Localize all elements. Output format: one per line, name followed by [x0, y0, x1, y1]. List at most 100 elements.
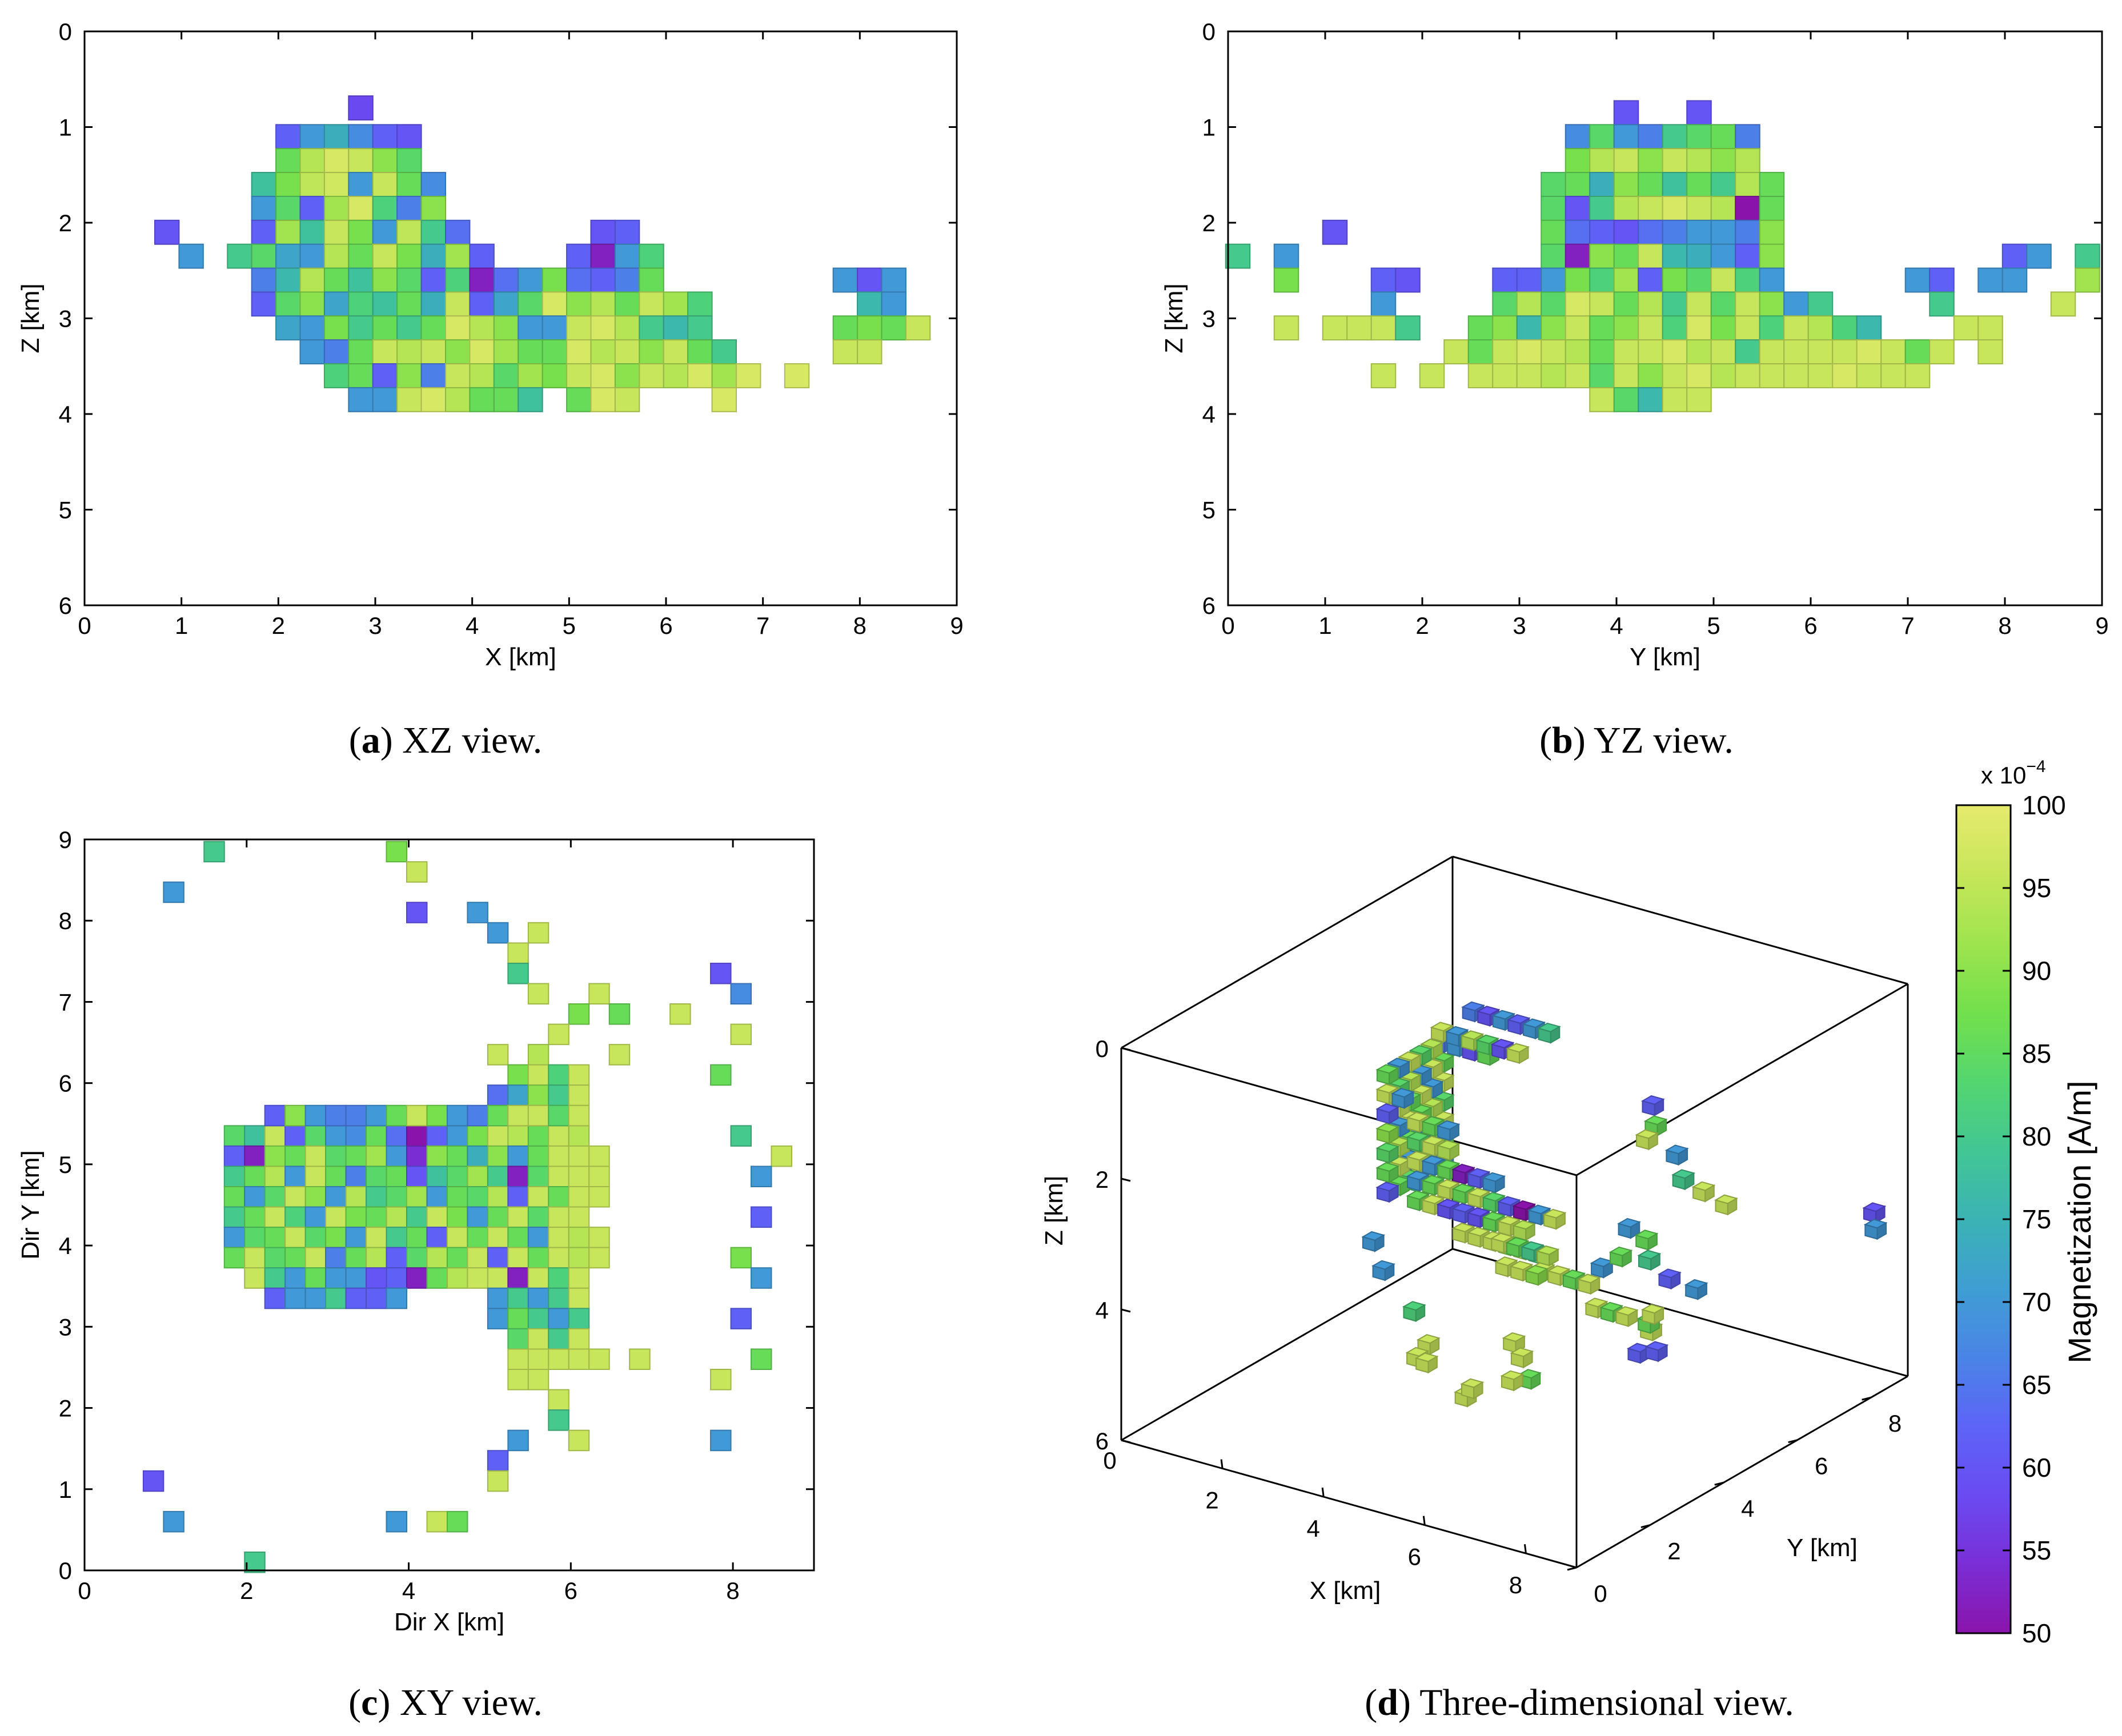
cell-73 — [1638, 267, 1663, 293]
cube-side — [1495, 1175, 1505, 1194]
cube-96 — [1714, 1194, 1738, 1216]
cell-212 — [548, 1287, 569, 1309]
cell-52 — [284, 1104, 306, 1127]
cell-75 — [857, 267, 883, 293]
y-tick-label: 2 — [1202, 210, 1216, 236]
cell-74 — [366, 1145, 387, 1167]
cell-14 — [1662, 148, 1688, 174]
cube-side — [1443, 1094, 1454, 1112]
cell-163 — [1807, 363, 1834, 388]
cell-236 — [507, 1429, 529, 1452]
cell-38 — [1759, 195, 1785, 221]
cell-129 — [1541, 339, 1566, 365]
cell-67 — [223, 1145, 246, 1167]
cell-230 — [751, 1348, 772, 1370]
cell-77 — [251, 291, 277, 317]
cell-136 — [1710, 339, 1736, 365]
cell-51 — [445, 243, 471, 269]
cell-146 — [469, 363, 495, 388]
y-tick-label: 7 — [59, 988, 72, 1015]
cell-31 — [568, 1084, 590, 1106]
cell-55 — [345, 1104, 367, 1127]
x-axis-label: Y [km] — [1630, 643, 1700, 671]
cell-132 — [1613, 339, 1639, 365]
cell-109 — [1541, 315, 1566, 341]
y3d-tick-mark — [1640, 1524, 1651, 1529]
cell-61 — [467, 1104, 488, 1127]
colorbar-tick-label: 95 — [2022, 873, 2051, 903]
y-axis-label: Z [km] — [1160, 283, 1188, 353]
cell-14 — [275, 172, 301, 197]
x-tick-label: 9 — [950, 612, 963, 639]
cube-115 — [1520, 1241, 1545, 1263]
cube-side — [1389, 1165, 1399, 1184]
cell-160 — [1735, 363, 1760, 388]
cell-171 — [366, 1247, 387, 1269]
cell-174 — [426, 1247, 448, 1269]
cell-56 — [1662, 243, 1688, 269]
cell-152 — [366, 1227, 387, 1248]
cell-141 — [1832, 339, 1858, 365]
y-tick-label: 4 — [1202, 401, 1216, 428]
cell-73 — [345, 1145, 367, 1167]
cell-30 — [548, 1084, 569, 1106]
cell-41 — [406, 1125, 428, 1147]
cube-side — [1530, 1372, 1541, 1391]
cell-3 — [1589, 124, 1615, 150]
cubes — [1361, 1001, 1888, 1408]
cell-38 — [345, 1125, 367, 1147]
cell-32 — [299, 219, 325, 245]
cell-177 — [487, 1247, 509, 1269]
cell-108 — [244, 1186, 266, 1208]
y-tick-label: 0 — [59, 18, 72, 45]
cell-243 — [386, 1510, 408, 1533]
cube-79 — [1635, 1129, 1659, 1151]
x-axis-label: X [km] — [485, 643, 556, 671]
y3d-tick-mark — [1862, 1396, 1871, 1401]
cell-125 — [1443, 339, 1469, 365]
cell-160 — [372, 387, 398, 412]
cell-170 — [711, 387, 737, 412]
z3d-tick-mark — [1121, 1047, 1131, 1051]
cell-23 — [1662, 172, 1688, 197]
cell-167 — [566, 387, 592, 412]
cube-side — [1433, 1041, 1443, 1060]
cell-235 — [548, 1409, 569, 1431]
cells — [1225, 100, 2100, 412]
cell-81 — [507, 1145, 529, 1167]
cell-25 — [1710, 172, 1736, 197]
cell-88 — [1565, 291, 1591, 317]
cell-245 — [446, 1510, 468, 1533]
cell-15 — [1686, 148, 1712, 174]
cell-3 — [163, 881, 184, 903]
x3d-tick-mark — [1220, 1459, 1224, 1469]
cube-73 — [1436, 1140, 1461, 1162]
cell-165 — [493, 387, 519, 412]
cube-101 — [1512, 1220, 1537, 1241]
x-tick-label: 3 — [1513, 612, 1526, 639]
cell-205 — [325, 1287, 347, 1309]
cell-110 — [1565, 315, 1591, 341]
cell-79 — [299, 291, 325, 317]
cell-23 — [299, 195, 325, 221]
cell-109 — [264, 1186, 286, 1208]
cell-198 — [527, 1267, 549, 1289]
cell-244 — [426, 1510, 448, 1533]
x-tick-label: 5 — [1707, 612, 1720, 639]
colorbar-tick-label: 60 — [2022, 1453, 2051, 1482]
cell-82 — [527, 1145, 549, 1167]
cell-104 — [568, 1166, 590, 1188]
cell-85 — [445, 291, 471, 317]
cell-53 — [566, 243, 592, 269]
cell-169 — [325, 1247, 347, 1269]
cell-57 — [386, 1104, 408, 1127]
cube-93 — [1691, 1181, 1716, 1203]
cell-75 — [1686, 267, 1712, 293]
cell-126 — [223, 1206, 246, 1228]
cell-98 — [446, 1166, 468, 1188]
cell-139 — [1783, 339, 1809, 365]
cell-9 — [323, 148, 350, 174]
y-tick-label: 0 — [1202, 18, 1216, 45]
cell-58 — [275, 267, 301, 293]
